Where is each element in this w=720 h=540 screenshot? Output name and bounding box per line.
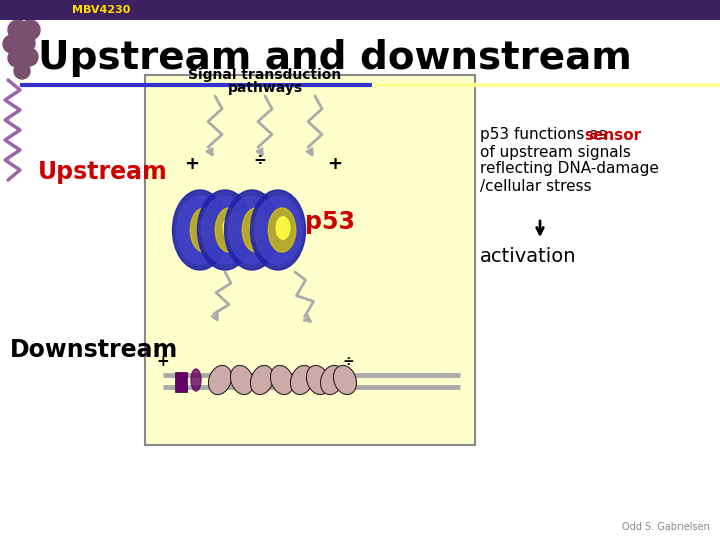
Ellipse shape	[276, 217, 290, 239]
Circle shape	[14, 63, 30, 79]
Circle shape	[8, 49, 26, 67]
Text: Signal transduction: Signal transduction	[189, 68, 341, 82]
Ellipse shape	[191, 369, 201, 391]
Text: p53 functions as: p53 functions as	[480, 127, 611, 143]
Ellipse shape	[269, 208, 296, 252]
Ellipse shape	[230, 366, 253, 395]
Text: ÷: ÷	[253, 152, 266, 167]
Text: +: +	[328, 155, 343, 173]
Text: +: +	[157, 354, 169, 369]
Ellipse shape	[198, 217, 212, 239]
Ellipse shape	[209, 366, 232, 395]
Circle shape	[15, 33, 35, 53]
Circle shape	[20, 48, 38, 66]
Ellipse shape	[271, 366, 294, 395]
Ellipse shape	[223, 217, 237, 239]
Text: sensor: sensor	[584, 127, 641, 143]
Bar	[175, 372, 187, 392]
Text: Upstream: Upstream	[38, 160, 168, 184]
Ellipse shape	[242, 208, 270, 252]
Bar	[145, 75, 475, 445]
Ellipse shape	[225, 190, 279, 270]
Circle shape	[8, 20, 28, 40]
Ellipse shape	[290, 366, 313, 395]
Text: reflecting DNA-damage: reflecting DNA-damage	[480, 161, 659, 177]
Text: MBV4230: MBV4230	[72, 5, 130, 15]
Ellipse shape	[173, 190, 228, 270]
Ellipse shape	[215, 208, 243, 252]
Ellipse shape	[255, 196, 302, 264]
Text: p53: p53	[305, 210, 355, 234]
Ellipse shape	[197, 190, 253, 270]
Ellipse shape	[176, 196, 223, 264]
Text: ÷: ÷	[342, 355, 354, 369]
Ellipse shape	[250, 217, 264, 239]
Ellipse shape	[229, 196, 275, 264]
Text: /cellular stress: /cellular stress	[480, 179, 592, 193]
Ellipse shape	[333, 366, 356, 395]
Ellipse shape	[251, 190, 305, 270]
Text: of upstream signals: of upstream signals	[480, 145, 631, 159]
Text: Downstream: Downstream	[10, 338, 179, 362]
Ellipse shape	[320, 366, 343, 395]
Text: Odd S. Gabrielsen: Odd S. Gabrielsen	[622, 522, 710, 532]
Bar	[0, 0, 720, 20]
Ellipse shape	[202, 196, 248, 264]
Ellipse shape	[307, 366, 330, 395]
Circle shape	[20, 20, 40, 40]
Text: pathways: pathways	[228, 81, 302, 95]
Text: Upstream and downstream: Upstream and downstream	[38, 39, 632, 77]
Circle shape	[3, 35, 21, 53]
Ellipse shape	[190, 208, 217, 252]
Text: +: +	[184, 155, 199, 173]
Text: activation: activation	[480, 247, 577, 267]
Ellipse shape	[251, 366, 274, 395]
